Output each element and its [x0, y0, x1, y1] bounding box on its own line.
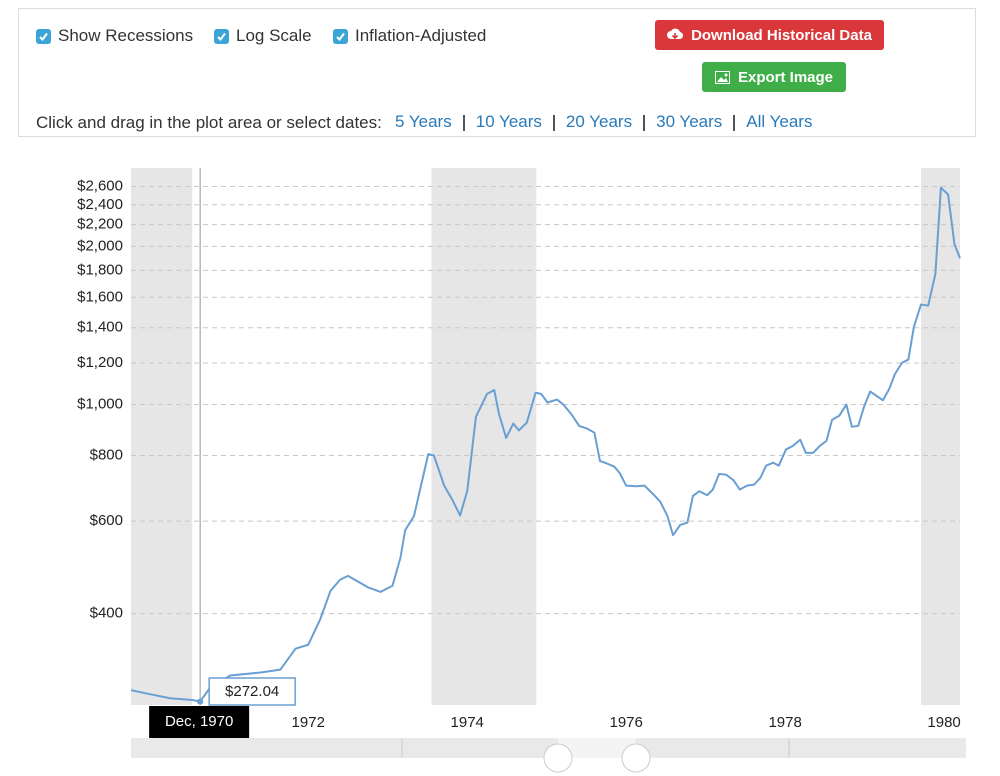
plot: $400 $600 $800 $1,000 $1,200 $1,400 $1,600 $1,8… — [77, 168, 961, 738]
navigator-handle[interactable] — [621, 743, 651, 773]
y-tick-label: $1,600 — [77, 288, 123, 305]
cursor-point — [197, 698, 204, 705]
y-tick-label: $400 — [90, 605, 123, 622]
checkbox-label: Log Scale — [236, 26, 312, 45]
y-tick-label: $1,200 — [77, 354, 123, 371]
recession-band — [431, 168, 537, 705]
navigator-handle[interactable] — [543, 743, 573, 773]
y-tick-label: $1,000 — [77, 396, 123, 413]
button-label: Export Image — [737, 68, 834, 86]
checkbox-label: Inflation-Adjusted — [355, 26, 487, 45]
x-tick-label: 1976 — [609, 714, 642, 731]
tooltip-box — [208, 677, 296, 706]
range-link[interactable]: 10 Years — [462, 113, 553, 131]
x-tick-label: 1972 — [292, 714, 325, 731]
prompt: Click and drag in the plot area or selec… — [36, 113, 382, 132]
date-flag — [149, 706, 250, 738]
y-tick-label: $1,800 — [77, 261, 123, 278]
y-tick-label: $2,400 — [77, 196, 123, 213]
y-tick-label: $1,400 — [77, 319, 123, 336]
y-tick-label: $2,600 — [77, 178, 123, 195]
y-tick-label: $2,200 — [77, 216, 123, 233]
navigator-window[interactable] — [558, 738, 636, 758]
y-tick-label: $600 — [90, 512, 123, 529]
x-tick-label: 1978 — [768, 714, 801, 731]
checkbox[interactable]: Inflation-Adjusted — [333, 26, 486, 46]
download-button[interactable]: Download Historical Data — [655, 20, 884, 50]
tooltip-value: $272.04 — [225, 683, 279, 700]
price-line — [130, 186, 961, 703]
date-flag-label: Dec, 1970 — [165, 713, 233, 730]
range-links: 5 Years 10 Years 20 Years 30 Years All Y… — [395, 113, 823, 131]
checkbox[interactable]: Show Recessions — [36, 26, 193, 46]
checkbox-label: Show Recessions — [58, 26, 194, 45]
control-panel: Show Recessions Log Scale Inflation-Adju… — [18, 8, 976, 137]
x-tick-label: 1980 — [927, 714, 960, 731]
button-label: Download Historical Data — [691, 26, 872, 44]
checkbox[interactable]: Log Scale — [214, 26, 312, 46]
range-link[interactable]: 20 Years — [552, 113, 643, 131]
range-link[interactable]: 30 Years — [643, 113, 733, 131]
y-tick-label: $2,000 — [77, 237, 123, 254]
recession-band — [921, 168, 960, 705]
x-tick-label: 1974 — [451, 714, 484, 731]
y-tick-label: $800 — [90, 446, 123, 463]
export-button[interactable]: Export Image — [702, 62, 846, 92]
range-link[interactable]: All Years — [733, 113, 823, 131]
recession-band — [131, 168, 193, 705]
range-link[interactable]: 5 Years — [395, 112, 452, 131]
